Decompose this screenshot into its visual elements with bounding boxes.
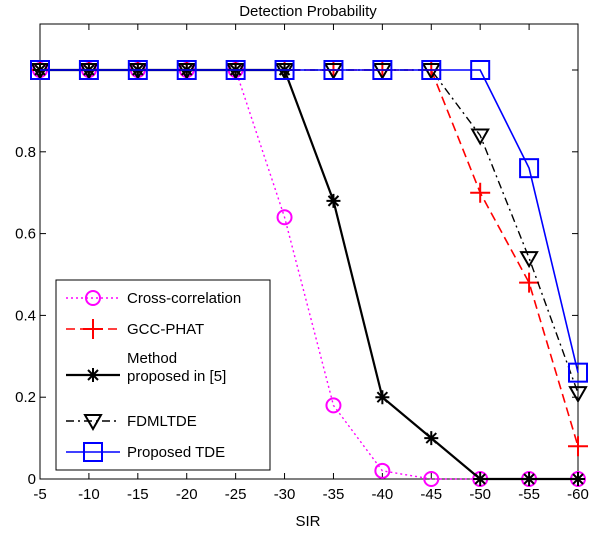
legend-label-line: proposed in [5] bbox=[127, 368, 226, 385]
y-tick-label: 0.4 bbox=[15, 307, 36, 324]
data-point bbox=[421, 63, 441, 81]
data-point bbox=[375, 390, 390, 405]
y-tick-label: 0 bbox=[28, 471, 36, 488]
legend-label: Proposed TDE bbox=[127, 444, 225, 461]
data-point bbox=[323, 60, 344, 80]
x-tick-label: -60 bbox=[567, 486, 589, 503]
legend: Cross-correlation GCC-PHAT Method proposed … bbox=[55, 279, 271, 471]
data-point bbox=[372, 63, 393, 81]
data-point bbox=[79, 63, 99, 81]
data-point bbox=[421, 60, 442, 80]
data-point bbox=[522, 472, 537, 486]
y-tick-label: 0.8 bbox=[15, 144, 36, 161]
legend-marker bbox=[83, 442, 103, 462]
x-tick-label: -35 bbox=[323, 486, 345, 503]
y-tick-label: 0.2 bbox=[15, 389, 36, 406]
legend-label: FDMLTDE bbox=[127, 413, 197, 430]
data-point bbox=[323, 63, 344, 81]
data-point bbox=[325, 397, 342, 414]
legend-label: Method proposed in [5] bbox=[127, 350, 226, 385]
data-point bbox=[372, 60, 393, 80]
data-point bbox=[30, 63, 50, 81]
legend-label: Cross-correlation bbox=[127, 290, 241, 307]
x-axis-title: SIR bbox=[295, 513, 320, 530]
data-point bbox=[176, 60, 197, 80]
legend-marker bbox=[85, 290, 101, 306]
data-point bbox=[470, 60, 491, 80]
data-point bbox=[568, 386, 588, 404]
legend-marker bbox=[83, 414, 103, 432]
data-point bbox=[519, 251, 539, 269]
data-point bbox=[274, 60, 295, 80]
data-point bbox=[128, 63, 148, 81]
data-point bbox=[568, 362, 588, 383]
x-tick-label: -45 bbox=[420, 486, 442, 503]
data-point bbox=[470, 182, 491, 203]
x-tick-label: -20 bbox=[176, 486, 198, 503]
series-3 bbox=[30, 63, 588, 404]
data-point bbox=[78, 60, 99, 80]
x-tick-label: -10 bbox=[78, 486, 100, 503]
series-layer bbox=[30, 60, 588, 487]
data-point bbox=[177, 63, 197, 81]
legend-label-line: Method bbox=[127, 350, 177, 367]
data-point bbox=[568, 436, 588, 457]
data-point bbox=[519, 158, 540, 179]
y-tick-label: 0.6 bbox=[15, 226, 36, 243]
data-point bbox=[274, 63, 295, 81]
chart-title: Detection Probability bbox=[239, 3, 377, 20]
data-point bbox=[127, 60, 148, 80]
data-point bbox=[374, 462, 391, 479]
data-point bbox=[225, 60, 246, 80]
x-tick-label: -25 bbox=[225, 486, 247, 503]
data-point bbox=[470, 128, 490, 146]
data-point bbox=[571, 472, 585, 486]
data-point bbox=[423, 471, 440, 487]
legend-marker bbox=[86, 368, 100, 382]
x-tick-label: -55 bbox=[518, 486, 540, 503]
x-tick-label: -15 bbox=[127, 486, 149, 503]
data-point bbox=[30, 60, 50, 80]
data-point bbox=[276, 209, 293, 226]
axis-ticks: -5 -10 -15 -20 -25 -30 -35 -40 -45 -50 -55 -60 0 0.2 0… bbox=[15, 24, 589, 503]
series-4 bbox=[30, 60, 588, 383]
data-point bbox=[424, 431, 439, 446]
x-tick-label: -5 bbox=[33, 486, 46, 503]
x-tick-label: -50 bbox=[469, 486, 491, 503]
data-point bbox=[326, 193, 341, 208]
legend-label: GCC-PHAT bbox=[127, 321, 204, 338]
legend-marker bbox=[83, 319, 103, 339]
x-tick-label: -30 bbox=[274, 486, 296, 503]
x-tick-label: -40 bbox=[372, 486, 394, 503]
data-point bbox=[519, 272, 540, 293]
data-point bbox=[225, 63, 246, 81]
data-point bbox=[473, 472, 488, 486]
